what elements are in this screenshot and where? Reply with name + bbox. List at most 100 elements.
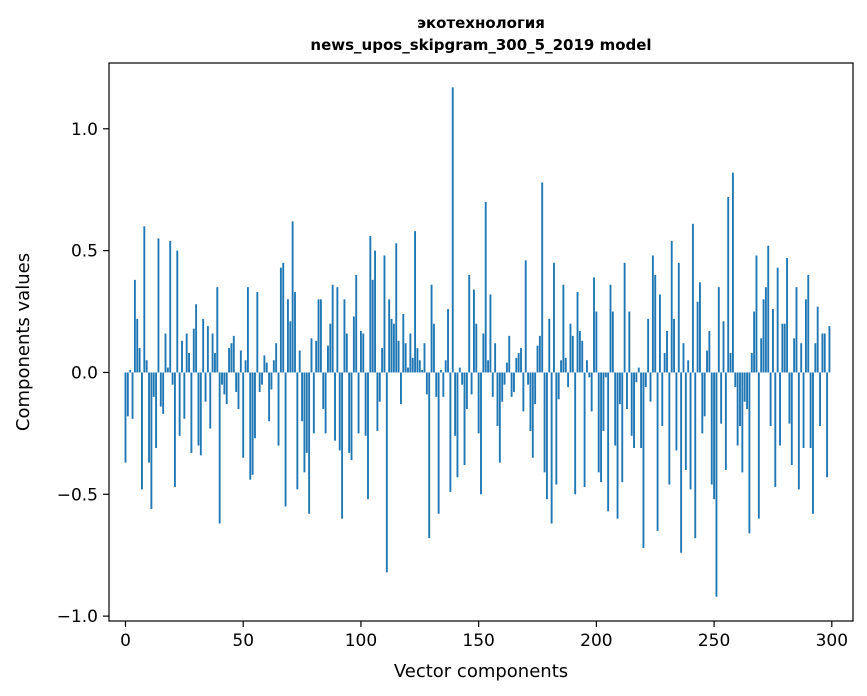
bar <box>418 360 421 373</box>
bars-group <box>124 87 831 597</box>
bar <box>432 323 435 373</box>
bar <box>338 372 341 451</box>
bar <box>188 352 190 373</box>
bar <box>809 372 812 448</box>
x-tick-label: 250 <box>698 631 730 651</box>
bar <box>291 221 294 373</box>
bar <box>296 372 299 490</box>
bar <box>148 372 150 463</box>
bar <box>677 262 680 373</box>
bar <box>143 226 146 373</box>
bar <box>435 372 438 397</box>
bar <box>364 372 367 436</box>
bar <box>757 372 760 519</box>
bar <box>225 372 228 405</box>
bar <box>663 352 666 373</box>
bar <box>779 372 781 446</box>
y-tick-label: −1.0 <box>57 607 98 627</box>
bar <box>741 372 744 473</box>
bar <box>609 284 612 373</box>
bar <box>308 372 311 514</box>
bar <box>764 287 767 373</box>
bar <box>508 335 511 373</box>
bar <box>124 372 127 463</box>
x-tick-label: 0 <box>120 631 131 651</box>
bar <box>498 372 501 463</box>
bar <box>529 372 532 431</box>
bar <box>550 372 553 524</box>
x-axis: 0 50 100 150 200 250 300 <box>120 621 848 651</box>
bar <box>284 372 287 507</box>
bar <box>760 338 763 373</box>
bar <box>812 372 814 514</box>
bar <box>407 367 409 373</box>
bar <box>357 372 360 434</box>
bar <box>628 311 631 373</box>
bar <box>553 262 555 373</box>
bar <box>545 372 548 500</box>
bar <box>209 372 212 429</box>
bar <box>555 372 558 485</box>
bar <box>581 340 584 373</box>
bar <box>644 372 647 388</box>
bar <box>270 372 273 390</box>
bar <box>739 372 741 427</box>
bar <box>301 372 303 422</box>
bar <box>428 372 431 539</box>
bar <box>138 348 141 373</box>
bar <box>746 372 748 410</box>
bar <box>769 372 772 427</box>
bar <box>468 274 471 373</box>
bar <box>246 287 249 373</box>
bar <box>315 340 318 373</box>
bar <box>376 372 379 431</box>
bar <box>816 306 819 373</box>
bar <box>367 372 369 500</box>
bar <box>256 292 259 373</box>
bar <box>538 335 541 373</box>
bar <box>578 331 581 373</box>
bar <box>531 372 534 458</box>
bar <box>503 372 506 385</box>
bar <box>336 287 339 373</box>
bar <box>774 372 777 487</box>
x-tick-label: 300 <box>816 631 848 651</box>
bar <box>654 274 657 373</box>
bar <box>717 287 720 373</box>
bar <box>329 323 332 373</box>
bar <box>383 255 386 373</box>
bar <box>722 321 725 373</box>
bar <box>755 255 758 373</box>
bar <box>557 372 560 400</box>
y-axis: −1.0 −0.5 0.0 0.5 1.0 <box>57 120 109 627</box>
bar <box>195 304 198 373</box>
bar <box>640 372 643 448</box>
bar <box>524 260 527 373</box>
bar <box>258 372 261 392</box>
bar <box>371 279 374 373</box>
bar <box>642 372 645 548</box>
bar <box>155 372 158 448</box>
bar <box>618 372 621 405</box>
bar <box>456 372 459 478</box>
bar <box>797 372 800 490</box>
bar <box>729 352 732 373</box>
bar <box>341 372 344 519</box>
bar <box>576 292 579 373</box>
bar <box>543 372 546 473</box>
bar <box>216 287 219 373</box>
bar <box>319 299 322 373</box>
bar <box>141 372 143 490</box>
bar <box>571 335 574 373</box>
bar <box>736 372 739 446</box>
bar <box>202 318 205 373</box>
bar <box>451 87 454 373</box>
bar <box>491 372 494 397</box>
bar <box>289 321 292 373</box>
bar <box>564 357 567 373</box>
bar <box>369 236 372 373</box>
bar <box>588 372 591 378</box>
bar <box>734 372 737 388</box>
bar <box>239 350 242 373</box>
bar <box>362 333 365 373</box>
